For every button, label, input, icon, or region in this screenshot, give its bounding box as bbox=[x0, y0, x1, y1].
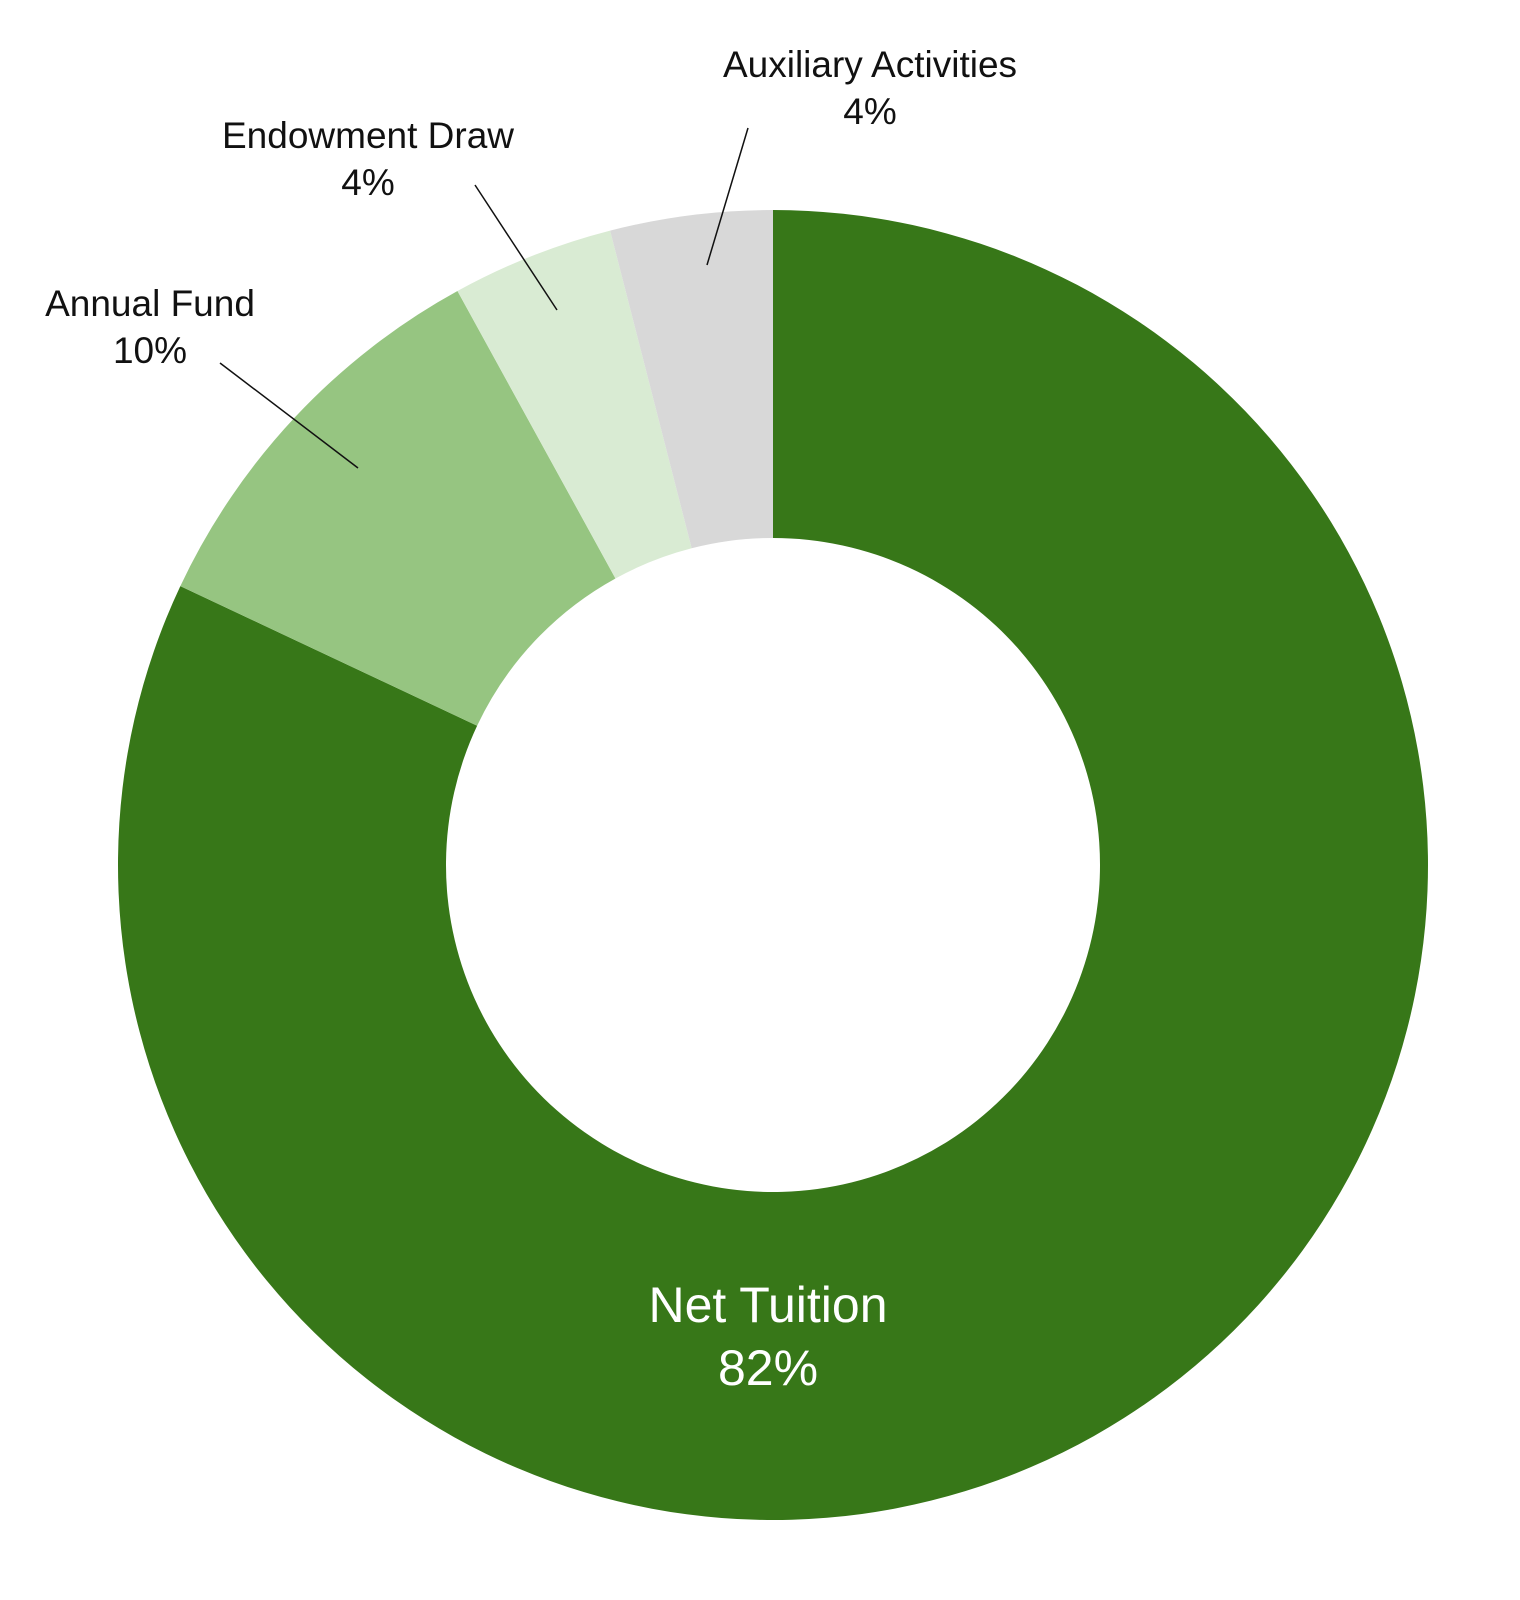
slice-label-annual-fund: Annual Fund bbox=[45, 283, 255, 324]
slice-auxiliary-activities bbox=[610, 210, 773, 549]
slice-label-auxiliary-activities: Auxiliary Activities bbox=[723, 44, 1017, 85]
slice-net-tuition bbox=[118, 210, 1429, 1520]
slice-percent-annual-fund: 10% bbox=[113, 330, 187, 371]
slice-label-endowment-draw: Endowment Draw bbox=[222, 115, 514, 156]
slice-endowment-draw bbox=[457, 230, 692, 579]
slice-labels: Net Tuition 82% Annual Fund 10% Endowment Dr… bbox=[45, 44, 1017, 1396]
leader-line-annual-fund bbox=[219, 362, 359, 469]
leader-line-auxiliary-activities bbox=[706, 127, 749, 266]
slice-percent-net-tuition: 82% bbox=[718, 1340, 818, 1396]
slice-label-net-tuition: Net Tuition bbox=[648, 1277, 887, 1333]
slice-percent-auxiliary-activities: 4% bbox=[843, 91, 896, 132]
donut-slices bbox=[118, 210, 1429, 1520]
slice-percent-endowment-draw: 4% bbox=[341, 162, 394, 203]
leader-lines bbox=[219, 127, 749, 469]
slice-annual-fund bbox=[180, 291, 616, 726]
leader-line-endowment-draw bbox=[474, 184, 558, 311]
